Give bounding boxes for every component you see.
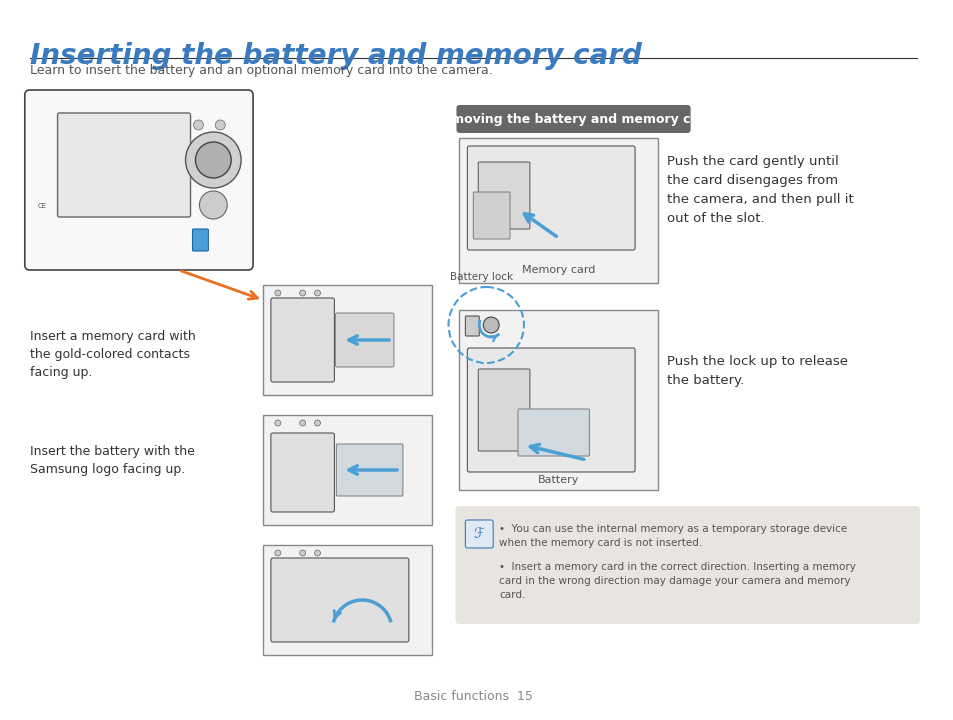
FancyBboxPatch shape bbox=[263, 545, 431, 655]
FancyBboxPatch shape bbox=[57, 113, 191, 217]
Text: Battery: Battery bbox=[537, 475, 578, 485]
Circle shape bbox=[274, 290, 280, 296]
FancyBboxPatch shape bbox=[335, 313, 394, 367]
FancyBboxPatch shape bbox=[25, 90, 253, 270]
Text: •  Insert a memory card in the correct direction. Inserting a memory
card in the: • Insert a memory card in the correct di… bbox=[498, 562, 855, 600]
Circle shape bbox=[195, 142, 231, 178]
FancyBboxPatch shape bbox=[517, 409, 589, 456]
Circle shape bbox=[274, 550, 280, 556]
Text: Insert the battery with the
Samsung logo facing up.: Insert the battery with the Samsung logo… bbox=[30, 445, 194, 476]
Text: Push the lock up to release
the battery.: Push the lock up to release the battery. bbox=[666, 355, 847, 387]
FancyBboxPatch shape bbox=[271, 558, 409, 642]
Circle shape bbox=[193, 120, 203, 130]
Circle shape bbox=[274, 420, 280, 426]
FancyBboxPatch shape bbox=[467, 348, 635, 472]
FancyBboxPatch shape bbox=[477, 162, 529, 229]
FancyBboxPatch shape bbox=[473, 192, 510, 239]
Circle shape bbox=[186, 132, 241, 188]
FancyBboxPatch shape bbox=[465, 316, 478, 336]
Text: Learn to insert the battery and an optional memory card into the camera.: Learn to insert the battery and an optio… bbox=[30, 64, 492, 77]
FancyBboxPatch shape bbox=[456, 105, 690, 133]
FancyBboxPatch shape bbox=[263, 415, 431, 525]
Circle shape bbox=[314, 550, 320, 556]
FancyBboxPatch shape bbox=[336, 444, 402, 496]
Circle shape bbox=[215, 120, 225, 130]
Text: Memory card: Memory card bbox=[521, 265, 595, 275]
Text: Basic functions  15: Basic functions 15 bbox=[414, 690, 532, 703]
Circle shape bbox=[199, 191, 227, 219]
FancyBboxPatch shape bbox=[263, 285, 431, 395]
Circle shape bbox=[314, 290, 320, 296]
Circle shape bbox=[299, 290, 305, 296]
Text: Inserting the battery and memory card: Inserting the battery and memory card bbox=[30, 42, 641, 70]
FancyBboxPatch shape bbox=[455, 506, 919, 624]
Circle shape bbox=[314, 420, 320, 426]
FancyBboxPatch shape bbox=[465, 520, 493, 548]
FancyBboxPatch shape bbox=[193, 229, 208, 251]
FancyBboxPatch shape bbox=[271, 298, 335, 382]
FancyBboxPatch shape bbox=[459, 138, 658, 283]
FancyBboxPatch shape bbox=[477, 369, 529, 451]
Circle shape bbox=[299, 550, 305, 556]
Text: •  You can use the internal memory as a temporary storage device
when the memory: • You can use the internal memory as a t… bbox=[498, 524, 846, 548]
Text: CE: CE bbox=[38, 203, 47, 209]
Text: Battery lock: Battery lock bbox=[449, 272, 513, 282]
FancyBboxPatch shape bbox=[271, 433, 335, 512]
Text: Push the card gently until
the card disengages from
the camera, and then pull it: Push the card gently until the card dise… bbox=[666, 155, 853, 225]
Circle shape bbox=[483, 317, 498, 333]
Text: Removing the battery and memory card: Removing the battery and memory card bbox=[433, 112, 713, 125]
FancyBboxPatch shape bbox=[459, 310, 658, 490]
Circle shape bbox=[299, 420, 305, 426]
Text: ℱ: ℱ bbox=[474, 527, 484, 541]
FancyBboxPatch shape bbox=[467, 146, 635, 250]
Text: Insert a memory card with
the gold-colored contacts
facing up.: Insert a memory card with the gold-color… bbox=[30, 330, 195, 379]
